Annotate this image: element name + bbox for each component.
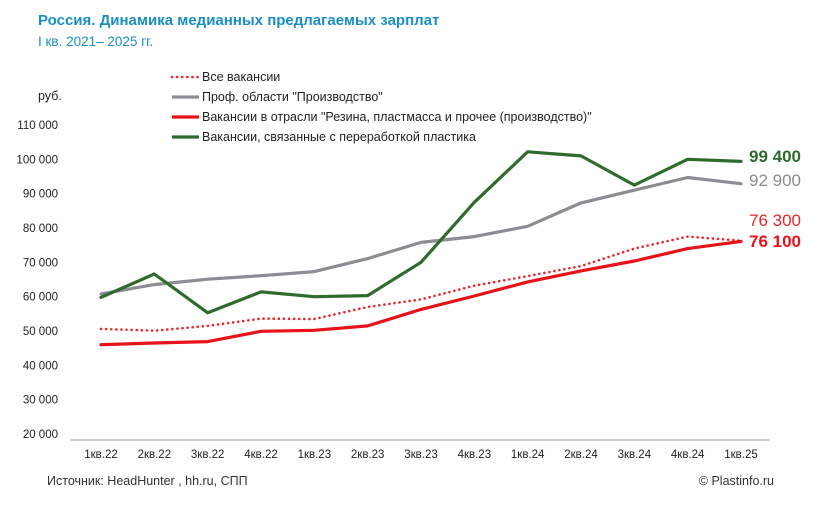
legend-label-4: Вакансии, связанные с переработкой пласт… xyxy=(202,130,476,144)
y-tick-label: 20 000 xyxy=(23,429,58,441)
y-tick-label: 40 000 xyxy=(23,360,58,372)
x-tick-label: 2кв.24 xyxy=(564,449,598,461)
y-axis: 20 000 30 000 40 000 50 000 60 000 70 000 80 0… xyxy=(16,120,58,441)
y-tick-label: 90 000 xyxy=(23,189,58,201)
y-tick-label: 100 000 xyxy=(16,154,58,166)
end-value-label-1: 76 300 xyxy=(749,211,801,230)
x-axis: 1кв.22 2кв.22 3кв.22 4кв.22 1кв.23 2кв.23 3кв.… xyxy=(70,439,770,461)
y-tick-label: 30 000 xyxy=(23,395,58,407)
x-tick-label: 1кв.24 xyxy=(511,449,545,461)
y-tick-label: 70 000 xyxy=(23,257,58,269)
end-labels: 76 300 92 900 76 100 99 400 xyxy=(749,147,801,251)
y-tick-label: 80 000 xyxy=(23,223,58,235)
x-tick-label: 3кв.24 xyxy=(618,449,652,461)
x-tick-label: 4кв.23 xyxy=(458,449,492,461)
series-line-4 xyxy=(99,150,743,315)
series-line-1 xyxy=(99,235,743,333)
end-value-label-2: 92 900 xyxy=(749,171,801,190)
legend-label-3: Вакансии в отрасли "Резина, пластмасса и… xyxy=(202,110,592,124)
end-value-label-4: 99 400 xyxy=(749,147,801,166)
x-tick-label: 1кв.23 xyxy=(298,449,332,461)
x-tick-label: 4кв.22 xyxy=(244,449,278,461)
legend-label-2: Проф. области "Производство" xyxy=(202,90,383,104)
series-group xyxy=(99,150,743,347)
y-tick-label: 60 000 xyxy=(23,292,58,304)
x-tick-label: 3кв.23 xyxy=(404,449,438,461)
x-tick-label: 1кв.25 xyxy=(724,449,758,461)
source-note: Источник: HeadHunter , hh.ru, СПП xyxy=(47,474,248,488)
series-line-2 xyxy=(99,175,743,296)
legend: Все вакансии Проф. области "Производство"… xyxy=(170,70,592,144)
series-line-3 xyxy=(99,239,743,347)
x-tick-label: 2кв.22 xyxy=(138,449,172,461)
end-value-label-3: 76 100 xyxy=(749,232,801,251)
y-tick-label: 50 000 xyxy=(23,326,58,338)
y-tick-label: 110 000 xyxy=(17,120,58,132)
copyright-note: © Plastinfo.ru xyxy=(698,474,774,488)
x-tick-label: 2кв.23 xyxy=(351,449,385,461)
y-axis-unit-label: руб. xyxy=(38,89,62,103)
chart-title: Россия. Динамика медианных предлагаемых … xyxy=(38,12,440,29)
x-tick-label: 4кв.24 xyxy=(671,449,705,461)
chart-subtitle: I кв. 2021– 2025 гг. xyxy=(38,34,154,49)
x-tick-label: 1кв.22 xyxy=(84,449,118,461)
x-tick-label: 3кв.22 xyxy=(191,449,225,461)
legend-label-1: Все вакансии xyxy=(202,70,280,84)
